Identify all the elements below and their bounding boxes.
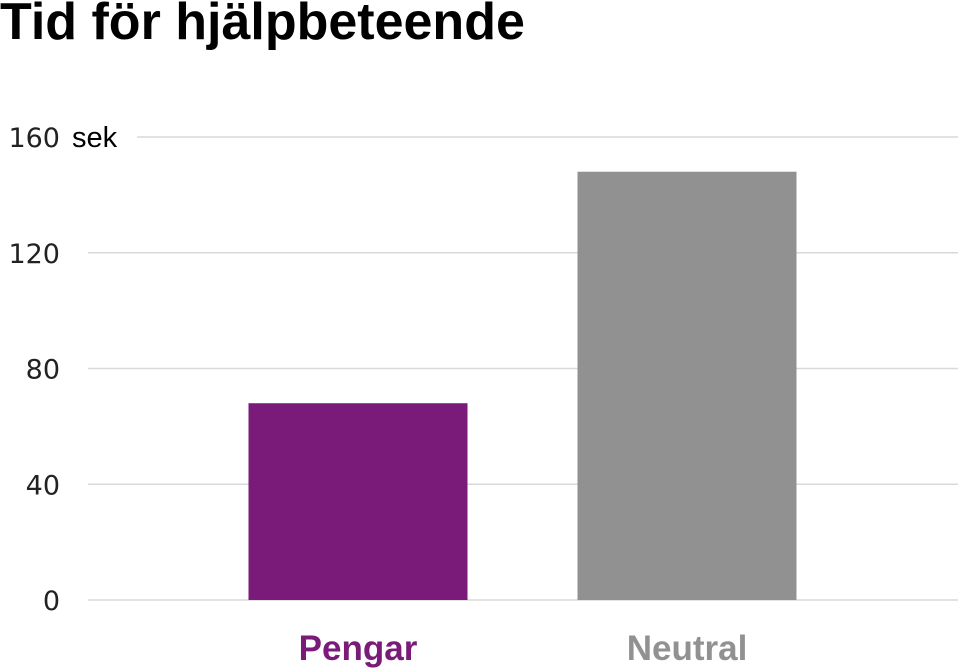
y-tick-label: 80 — [26, 355, 60, 386]
bars — [248, 171, 797, 600]
y-axis-ticks: 0 40 80 120 160 — [8, 123, 60, 617]
category-labels: Pengar Neutral — [299, 629, 748, 668]
x-category-label: Pengar — [299, 629, 418, 668]
y-tick-label: 160 — [8, 123, 60, 154]
bar-pengar — [248, 403, 468, 600]
bar-neutral — [577, 171, 797, 600]
y-tick-label: 120 — [8, 239, 60, 270]
gridlines — [88, 136, 958, 601]
chart-title: Tid för hjälpbeteende — [0, 0, 525, 51]
y-tick-label: 40 — [26, 470, 60, 501]
y-axis-unit-label: sek — [72, 122, 118, 154]
x-category-label: Neutral — [627, 629, 748, 668]
y-tick-label: 0 — [43, 586, 60, 617]
